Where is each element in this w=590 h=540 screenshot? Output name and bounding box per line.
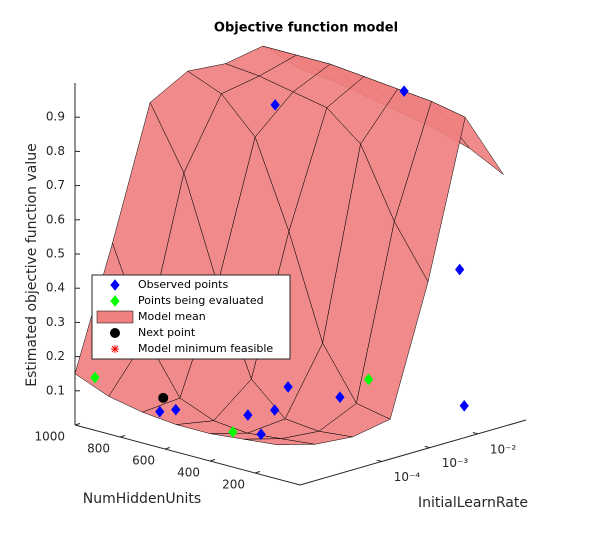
point <box>455 263 465 276</box>
surface-patch <box>243 438 315 446</box>
axis-line <box>74 419 527 486</box>
legend-marker <box>110 328 120 338</box>
point <box>90 371 100 384</box>
point <box>243 409 253 421</box>
point <box>459 399 469 412</box>
z-tick-label: 0.9 <box>46 110 65 124</box>
point <box>270 404 280 416</box>
z-tick-label: 0.2 <box>46 349 65 363</box>
y-tick <box>164 447 171 450</box>
legend-label: Model minimum feasible <box>138 342 273 355</box>
z-tick-label: 0.7 <box>46 178 65 192</box>
y-tick-label: 800 <box>87 442 110 456</box>
legend-label: Observed points <box>138 278 228 291</box>
legend-label: Points being evaluated <box>138 294 264 307</box>
legend-label: Next point <box>138 326 196 339</box>
x-tick <box>376 459 382 462</box>
z-tick-label: 0.5 <box>46 247 65 261</box>
y-tick-label: 400 <box>177 466 200 480</box>
point <box>335 391 345 404</box>
y-tick <box>209 459 216 462</box>
point <box>228 426 238 438</box>
x-axis-label: InitialLearnRate <box>418 495 528 511</box>
z-tick-label: 0.3 <box>46 315 65 329</box>
x-tick-label: 10⁻³ <box>442 456 469 470</box>
legend-swatch <box>96 310 134 324</box>
point <box>399 85 409 97</box>
chart-title: Objective function model <box>214 21 398 36</box>
point <box>256 428 266 440</box>
legend-label: Model mean <box>138 310 206 323</box>
x-tick-label: 10⁻² <box>490 442 517 456</box>
legend-marker <box>111 345 119 353</box>
z-tick-label: 0.6 <box>46 212 65 226</box>
y-tick-label: 1000 <box>34 430 65 444</box>
y-tick-label: 600 <box>132 454 155 468</box>
point <box>283 381 293 393</box>
y-tick <box>74 423 81 426</box>
y-tick <box>254 471 261 474</box>
point <box>363 373 374 386</box>
point <box>158 392 169 403</box>
point <box>171 403 181 416</box>
z-tick-label: 0.1 <box>46 383 65 397</box>
y-axis-label: NumHiddenUnits <box>83 491 201 507</box>
legend-marker <box>110 279 120 291</box>
y-tick-label: 200 <box>222 478 245 492</box>
y-tick <box>119 435 126 438</box>
z-tick-label: 0.4 <box>46 281 65 295</box>
z-axis-label: Estimated objective function value <box>24 143 40 386</box>
z-tick-label: 0.8 <box>46 144 65 158</box>
point <box>270 99 280 111</box>
legend-marker <box>110 295 120 307</box>
x-tick <box>472 432 479 435</box>
x-tick-label: 10⁻⁴ <box>394 470 421 484</box>
x-tick <box>424 445 430 449</box>
point <box>155 405 165 418</box>
